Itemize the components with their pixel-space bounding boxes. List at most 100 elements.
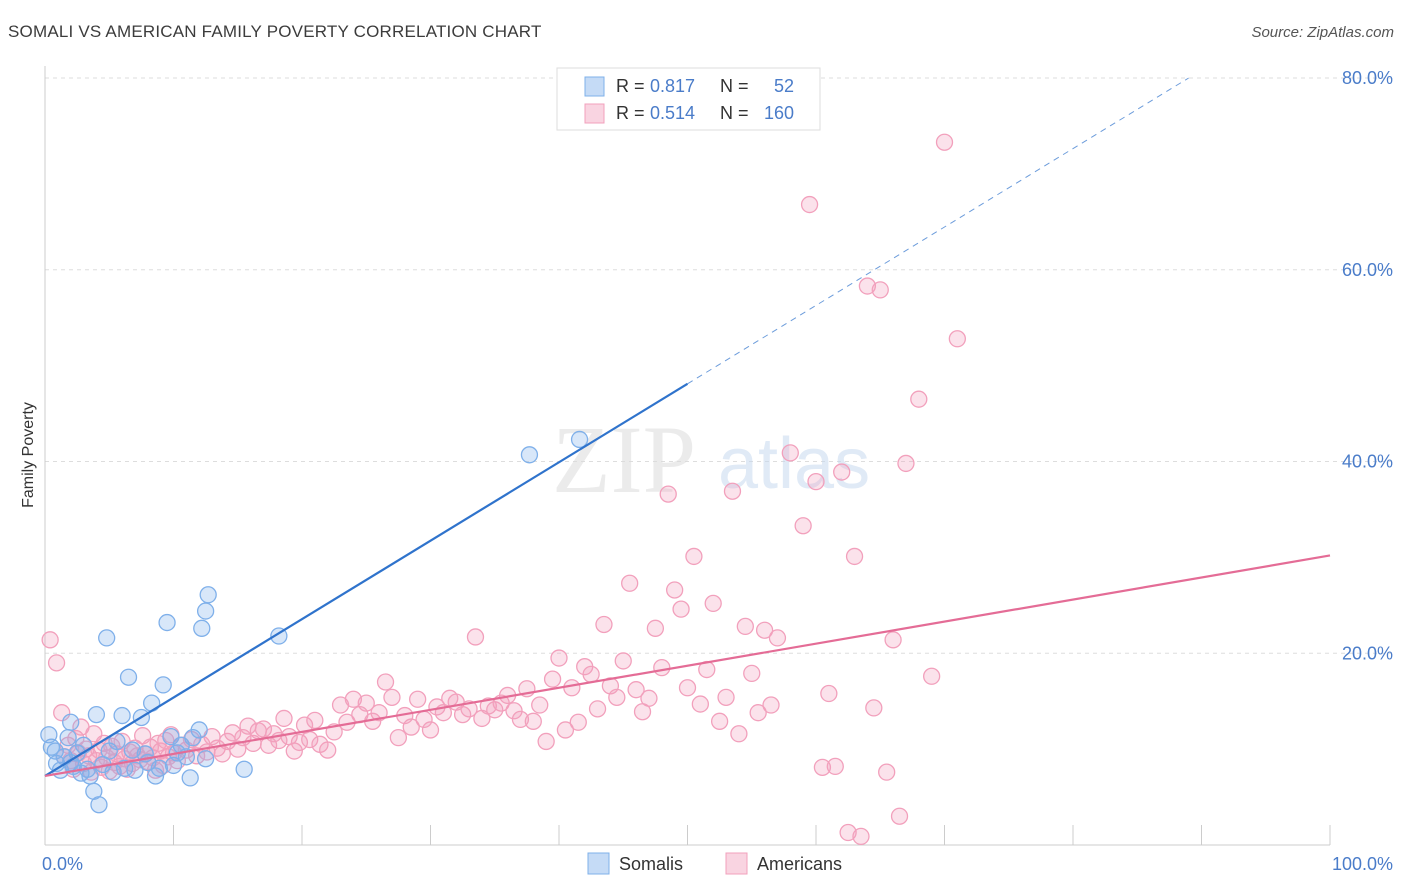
american-point <box>275 709 293 728</box>
somali-point <box>119 668 138 686</box>
american-point <box>556 721 575 739</box>
american-point <box>41 631 59 649</box>
american-point <box>531 696 549 714</box>
american-point <box>691 695 709 713</box>
american-bottom-legend-label: Americans <box>757 854 842 874</box>
somali-bottom-legend-swatch <box>587 852 610 875</box>
american-point <box>807 472 825 491</box>
legend-top: R = 0.817 N = 52 R = 0.514 N = 160 <box>556 67 821 131</box>
american-point <box>833 463 851 481</box>
somali-legend-swatch <box>584 76 605 97</box>
american-point <box>223 724 242 742</box>
american-point <box>852 827 870 846</box>
american-point <box>653 658 671 677</box>
legend-bottom: Somalis Americans <box>587 852 842 875</box>
grid-lines <box>45 77 1392 654</box>
american-point <box>878 763 896 781</box>
american-point <box>659 485 677 503</box>
american-point <box>678 679 697 697</box>
american-point <box>408 690 427 708</box>
american-point <box>813 758 832 776</box>
american-point <box>344 690 363 708</box>
american-point <box>505 702 523 720</box>
american-point <box>47 654 66 672</box>
somali-point <box>570 430 589 449</box>
american-point <box>768 629 787 647</box>
american-point <box>845 547 864 566</box>
american-point <box>421 721 440 739</box>
legend-r-value: 0.817 <box>650 76 695 96</box>
american-point <box>685 547 703 566</box>
somali-point <box>520 446 539 464</box>
american-point <box>621 574 639 592</box>
american-point <box>890 807 909 825</box>
american-point <box>826 757 844 776</box>
somali-regression-line <box>44 382 689 777</box>
american-point <box>466 628 485 646</box>
american-point <box>543 670 562 688</box>
watermark: ZIP atlas <box>552 406 870 513</box>
somali-point <box>196 602 215 620</box>
somali-point <box>81 767 99 785</box>
legend-top-box <box>556 67 821 131</box>
american-point <box>569 713 587 731</box>
american-point <box>666 581 684 599</box>
american-legend-swatch <box>584 103 605 124</box>
american-point <box>640 689 658 707</box>
source-label: Source: ZipAtlas.com <box>1251 24 1394 41</box>
somali-point <box>181 769 199 787</box>
legend-r-value: 0.514 <box>650 103 695 123</box>
somali-point <box>46 742 64 760</box>
american-point <box>672 600 690 618</box>
american-point <box>389 728 408 747</box>
somali-point <box>59 728 77 747</box>
american-point <box>524 712 542 730</box>
somali-point <box>196 750 215 768</box>
somali-point <box>126 761 144 779</box>
somali-point <box>113 706 131 725</box>
american-point <box>608 688 626 707</box>
legend-r-label: R = <box>616 76 645 96</box>
y-axis-label: Family Poverty <box>20 402 37 508</box>
somali-point <box>235 760 253 778</box>
american-point <box>749 704 767 722</box>
x-tick-label: 0.0% <box>42 854 83 874</box>
american-point <box>595 615 613 634</box>
american-point <box>839 823 857 842</box>
american-regression-line <box>44 554 1331 778</box>
american-point <box>704 594 722 613</box>
american-point <box>306 711 324 730</box>
american-point <box>370 704 388 722</box>
legend-n-label: N = <box>720 76 749 96</box>
y-tick-label: 40.0% <box>1342 452 1393 472</box>
american-point <box>723 482 742 500</box>
american-point <box>563 679 581 697</box>
somali-point <box>199 586 217 604</box>
american-point <box>948 330 966 348</box>
american-point <box>897 454 915 473</box>
american-point <box>383 688 401 707</box>
somali-points <box>40 430 589 814</box>
tick-labels: 20.0% 40.0% 60.0% 80.0% 0.0% 100.0% <box>42 68 1393 874</box>
american-point <box>582 665 600 683</box>
american-point <box>910 390 928 408</box>
somali-point <box>90 796 108 814</box>
somali-point <box>108 732 126 751</box>
somali-point <box>193 619 211 637</box>
american-point <box>743 664 761 683</box>
american-point <box>486 701 504 719</box>
american-point <box>858 277 877 295</box>
x-tick-label: 100.0% <box>1332 854 1393 874</box>
american-point <box>730 725 748 743</box>
american-bottom-legend-swatch <box>725 852 748 875</box>
american-point <box>755 621 774 639</box>
somali-point <box>150 759 169 777</box>
american-point <box>865 699 883 717</box>
somali-point <box>158 613 176 632</box>
american-point <box>762 696 780 714</box>
american-point <box>290 733 309 752</box>
american-point <box>781 444 799 462</box>
legend-n-label: N = <box>720 103 749 123</box>
american-point <box>588 700 607 718</box>
